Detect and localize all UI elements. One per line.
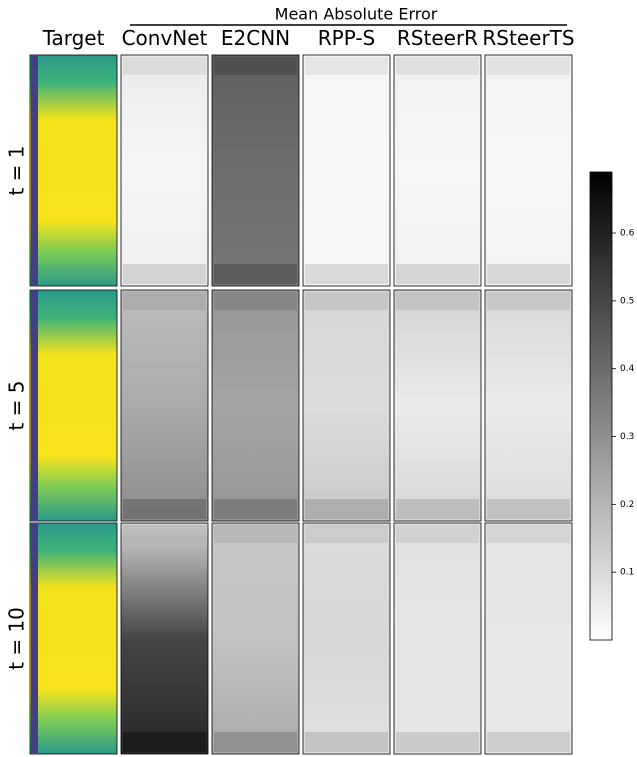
error-panel <box>211 289 300 522</box>
panel-top-band <box>487 292 570 310</box>
error-panel <box>302 54 391 287</box>
error-panel <box>211 54 300 287</box>
error-panel <box>120 522 209 755</box>
panel-top-band <box>396 57 479 75</box>
error-panel <box>484 54 573 287</box>
panel-bottom-band <box>396 732 479 752</box>
row-label: t = 1 <box>5 145 29 195</box>
error-panel <box>302 289 391 522</box>
column-header: RSteerR <box>397 26 478 50</box>
error-panel <box>302 522 391 755</box>
colorbar-tick-label: 0.4 <box>620 364 635 374</box>
target-edge <box>31 523 38 754</box>
row-label: t = 10 <box>5 607 29 670</box>
panel-top-band <box>396 525 479 543</box>
panel-top-band <box>214 525 297 543</box>
error-panel <box>393 522 482 755</box>
colorbar-tick-label: 0.6 <box>620 229 635 239</box>
column-header: E2CNN <box>221 26 290 50</box>
supertitle: Mean Absolute Error <box>275 5 438 24</box>
panel-bottom-band <box>214 264 297 284</box>
panel-top-band <box>123 525 206 543</box>
panel-top-band <box>487 57 570 75</box>
colorbar-tick-label: 0.1 <box>620 568 634 578</box>
target-panel <box>29 522 118 755</box>
error-panel <box>484 522 573 755</box>
colorbar-tick-label: 0.2 <box>620 500 634 510</box>
target-edge <box>31 55 38 286</box>
column-header: ConvNet <box>122 26 208 50</box>
colorbar-tick-label: 0.3 <box>620 432 634 442</box>
panel-top-band <box>487 525 570 543</box>
panel-top-band <box>305 57 388 75</box>
target-panel <box>29 289 118 522</box>
panel-bottom-band <box>487 264 570 284</box>
error-panel <box>211 522 300 755</box>
column-header: RPP-S <box>318 26 376 50</box>
error-panel <box>120 289 209 522</box>
panel-top-band <box>396 292 479 310</box>
panel-top-band <box>305 525 388 543</box>
colorbar <box>589 171 613 641</box>
panel-bottom-band <box>123 499 206 519</box>
target-panel <box>29 54 118 287</box>
panel-bottom-band <box>396 499 479 519</box>
column-header: RSteerTS <box>482 26 574 50</box>
panel-bottom-band <box>487 499 570 519</box>
panel-bottom-band <box>396 264 479 284</box>
panel-bottom-band <box>305 499 388 519</box>
error-panel <box>484 289 573 522</box>
target-edge <box>31 290 38 521</box>
panel-top-band <box>214 292 297 310</box>
panel-top-band <box>123 57 206 75</box>
panel-bottom-band <box>487 732 570 752</box>
colorbar-tick-label: 0.5 <box>620 296 634 306</box>
panel-top-band <box>123 292 206 310</box>
panel-bottom-band <box>305 732 388 752</box>
panel-top-band <box>214 57 297 75</box>
error-panel <box>120 54 209 287</box>
panel-top-band <box>305 292 388 310</box>
panel-bottom-band <box>214 732 297 752</box>
panel-bottom-band <box>123 732 206 752</box>
panel-bottom-band <box>123 264 206 284</box>
panel-bottom-band <box>214 499 297 519</box>
column-header: Target <box>42 26 105 50</box>
panel-bottom-band <box>305 264 388 284</box>
error-panel <box>393 54 482 287</box>
error-panel <box>393 289 482 522</box>
row-label: t = 5 <box>5 380 29 430</box>
